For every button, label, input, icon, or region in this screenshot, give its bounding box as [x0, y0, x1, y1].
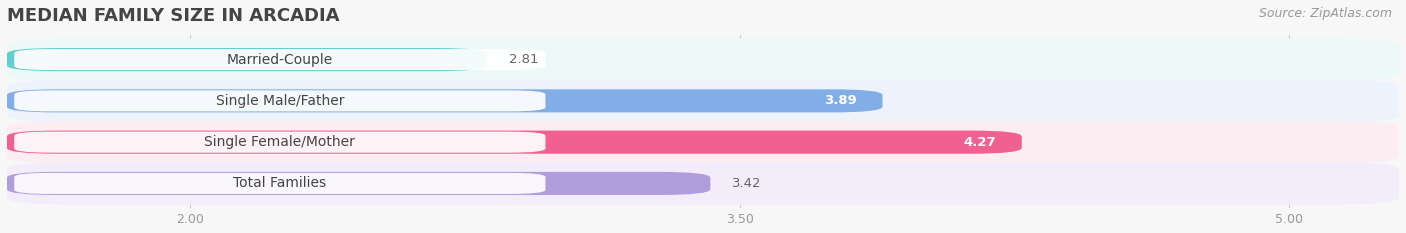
Text: 3.42: 3.42 — [733, 177, 762, 190]
Text: Source: ZipAtlas.com: Source: ZipAtlas.com — [1258, 7, 1392, 20]
FancyBboxPatch shape — [14, 173, 546, 194]
FancyBboxPatch shape — [7, 38, 1399, 81]
Text: MEDIAN FAMILY SIZE IN ARCADIA: MEDIAN FAMILY SIZE IN ARCADIA — [7, 7, 339, 25]
FancyBboxPatch shape — [7, 130, 1022, 154]
FancyBboxPatch shape — [14, 132, 546, 153]
Text: Married-Couple: Married-Couple — [226, 53, 333, 67]
FancyBboxPatch shape — [7, 121, 1399, 163]
Text: Single Female/Mother: Single Female/Mother — [204, 135, 356, 149]
FancyBboxPatch shape — [14, 90, 546, 111]
FancyBboxPatch shape — [7, 172, 710, 195]
Text: 3.89: 3.89 — [824, 94, 856, 107]
Text: Single Male/Father: Single Male/Father — [215, 94, 344, 108]
Text: 2.81: 2.81 — [509, 53, 538, 66]
Text: Total Families: Total Families — [233, 176, 326, 190]
FancyBboxPatch shape — [7, 80, 1399, 122]
FancyBboxPatch shape — [14, 49, 546, 70]
FancyBboxPatch shape — [7, 89, 883, 113]
Text: 4.27: 4.27 — [963, 136, 995, 149]
FancyBboxPatch shape — [7, 48, 486, 71]
FancyBboxPatch shape — [7, 162, 1399, 205]
